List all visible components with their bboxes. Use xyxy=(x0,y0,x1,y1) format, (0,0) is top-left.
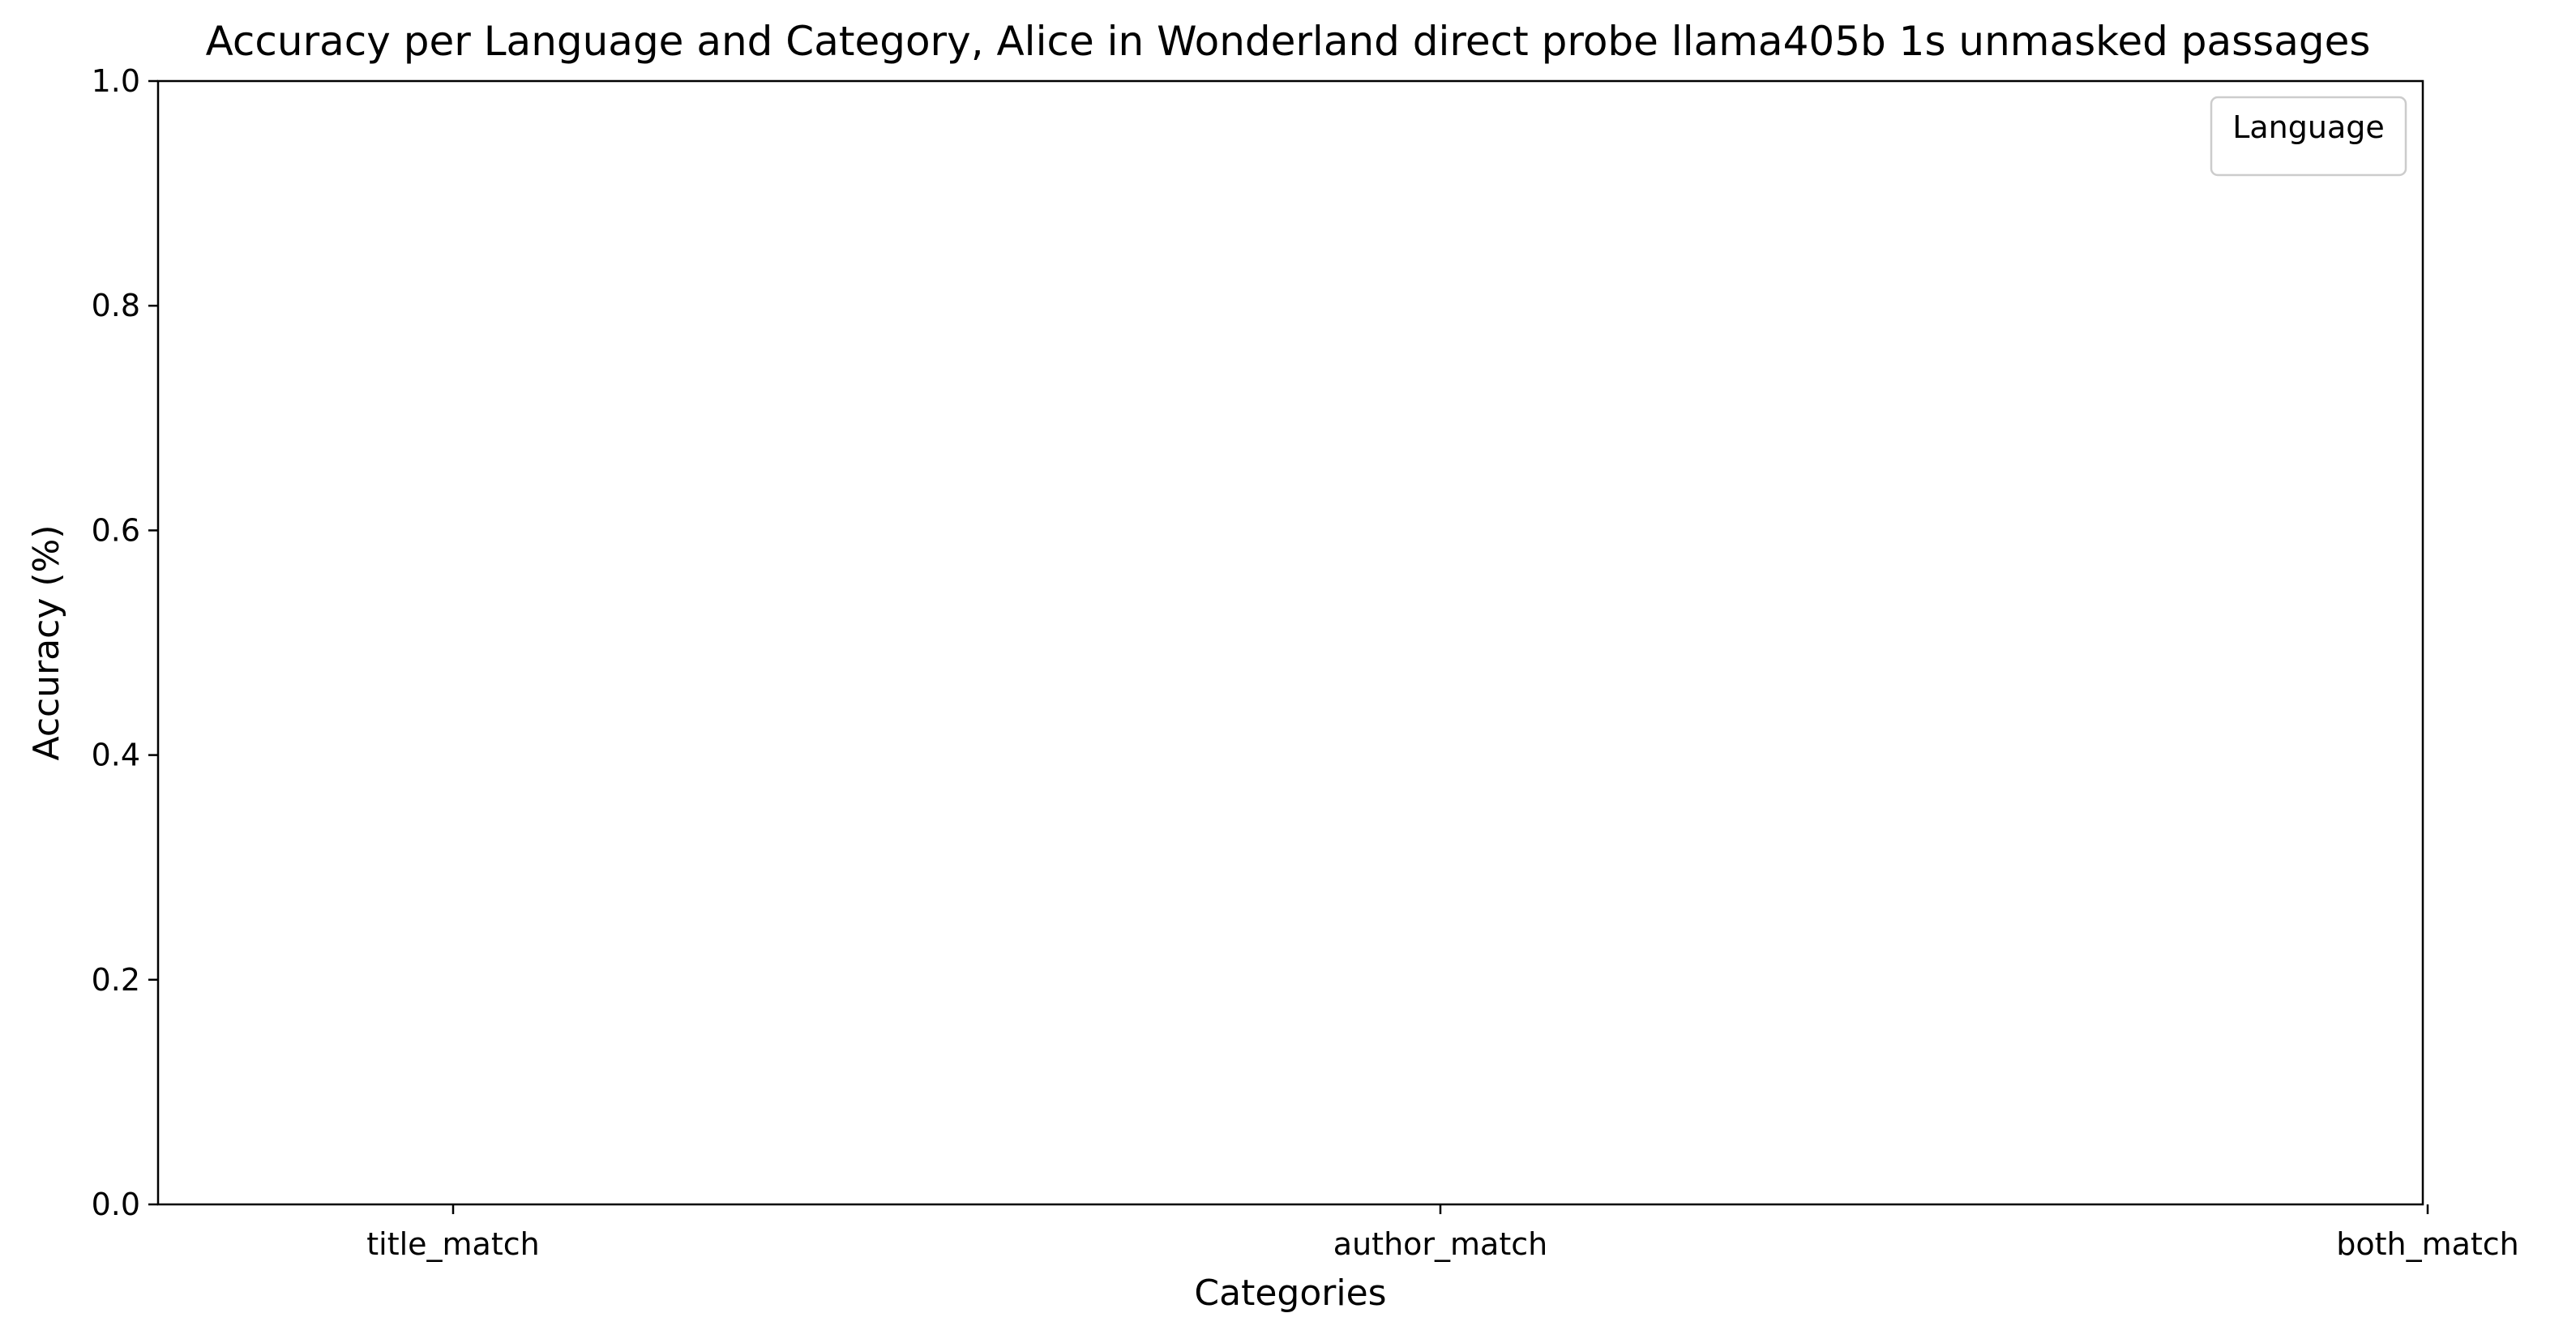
legend: Language xyxy=(2210,96,2407,177)
legend-title: Language xyxy=(2232,109,2385,145)
x-axis-ticks: title_match author_match both_match xyxy=(366,1204,2519,1262)
x-tick-label-both-match: both_match xyxy=(2336,1226,2519,1262)
x-tick-label-author-match: author_match xyxy=(1333,1226,1547,1262)
y-tick-label: 0.0 xyxy=(92,1187,140,1222)
y-tick-label: 0.2 xyxy=(92,962,140,998)
y-axis-label: Accuracy (%) xyxy=(26,524,67,760)
y-tick-label: 0.6 xyxy=(92,512,140,548)
y-axis-ticks: 0.0 0.2 0.4 0.6 0.8 1.0 xyxy=(92,63,158,1222)
y-tick-label: 1.0 xyxy=(92,63,140,99)
plot-area xyxy=(156,79,2424,1206)
y-tick-label: 0.8 xyxy=(92,288,140,323)
x-tick-label-title-match: title_match xyxy=(366,1226,539,1262)
legend-box xyxy=(2210,96,2407,177)
y-tick-label: 0.4 xyxy=(92,738,140,773)
chart-title: Accuracy per Language and Category, Alic… xyxy=(206,18,2371,65)
x-axis-label: Categories xyxy=(1194,1272,1386,1314)
